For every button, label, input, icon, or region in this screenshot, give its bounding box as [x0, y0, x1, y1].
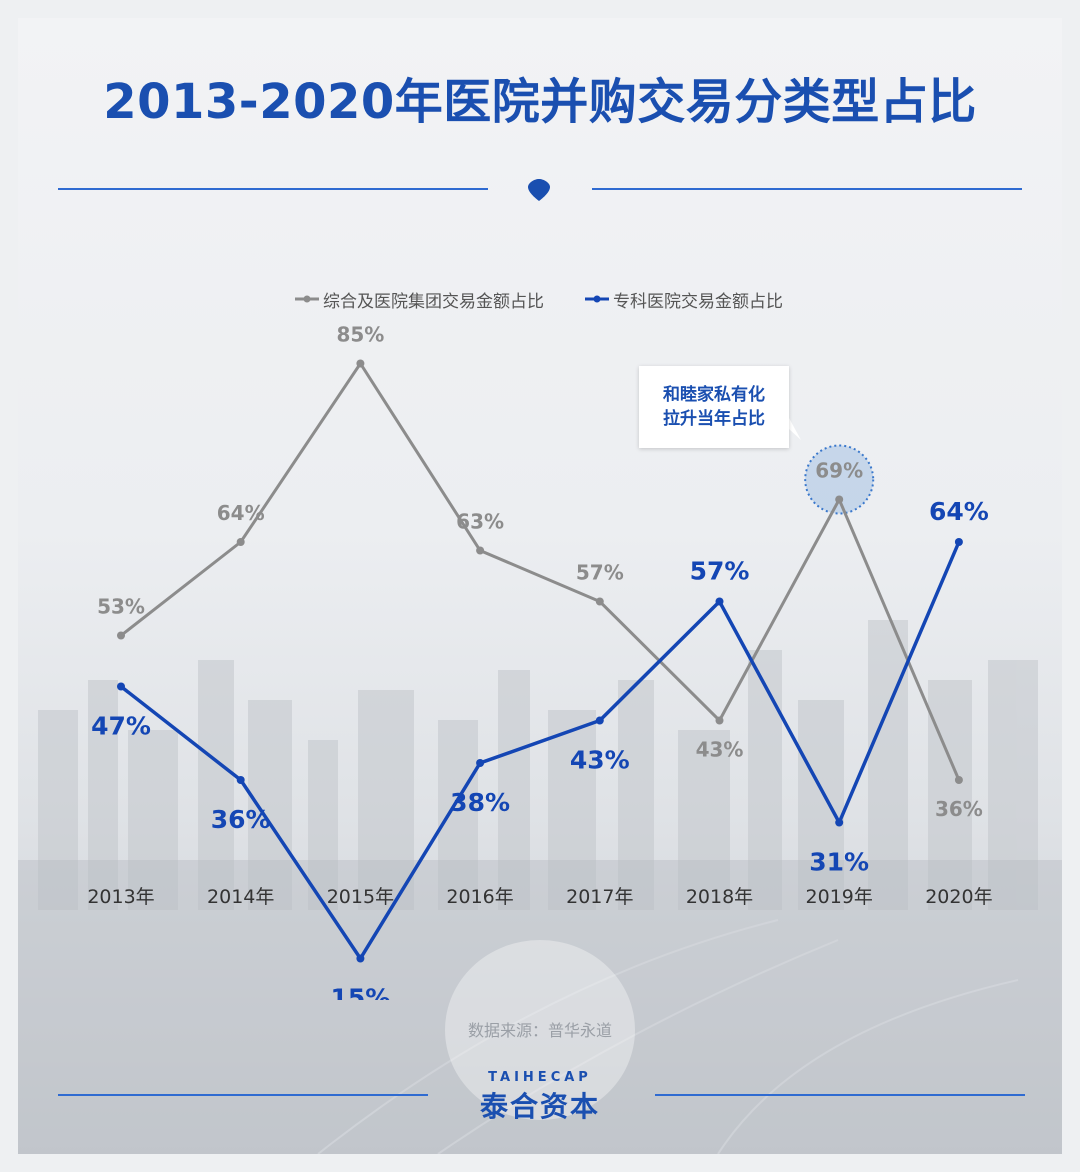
- legend-marker-gray: [295, 295, 319, 303]
- data-label-blue-5: 57%: [690, 557, 750, 586]
- x-tick-label-7: 2020年: [925, 886, 992, 908]
- footer-divider-right: [655, 1094, 1025, 1096]
- data-label-blue-1: 36%: [211, 805, 271, 834]
- chart-title: 2013-2020年医院并购交易分类型占比: [103, 74, 977, 130]
- data-point-gray-5: [715, 716, 724, 725]
- data-point-gray-3: [476, 546, 485, 555]
- data-point-gray-6: [835, 495, 844, 504]
- data-point-gray-2: [356, 359, 365, 368]
- data-label-gray-4: 57%: [576, 561, 624, 585]
- data-label-blue-7: 64%: [929, 497, 989, 526]
- data-point-gray-1: [236, 538, 245, 546]
- annotation-highlight-circle: [804, 444, 875, 515]
- footer-divider-left: [58, 1094, 428, 1096]
- city-skyline-background: [18, 620, 1062, 1154]
- legend-label-gray: 综合及医院集团交易金额占比: [323, 291, 544, 312]
- data-label-gray-6: 69%: [815, 459, 863, 483]
- brand-name-en: TAIHECAP: [488, 1070, 592, 1085]
- data-label-blue-6: 31%: [809, 848, 869, 877]
- data-point-blue-0: [117, 682, 125, 691]
- data-point-blue-7: [954, 538, 963, 546]
- data-point-blue-3: [476, 759, 485, 767]
- data-label-blue-4: 43%: [570, 746, 630, 775]
- data-point-gray-7: [954, 776, 963, 784]
- x-tick-label-6: 2019年: [806, 886, 873, 908]
- title-divider-right: [592, 188, 1022, 190]
- data-label-gray-0: 53%: [97, 595, 145, 619]
- legend-item-blue: 专科医院交易金额占比: [585, 287, 783, 312]
- line-chart: 53% 64% 85% 63% 57% 43% 69% 36% 47% 36% 15% 38% 43% 5…: [87, 323, 992, 1001]
- x-tick-label-2: 2015年: [327, 886, 394, 908]
- data-label-blue-0: 47%: [91, 712, 151, 741]
- title-divider-left: [58, 188, 488, 190]
- data-label-gray-5: 43%: [696, 738, 744, 762]
- data-point-blue-1: [236, 776, 245, 784]
- data-point-blue-5: [715, 597, 724, 606]
- annotation-callout: 和睦家私有化 拉升当年占比: [639, 366, 789, 448]
- data-label-gray-7: 36%: [935, 797, 983, 821]
- data-source: 数据来源：普华永道: [467, 1021, 612, 1040]
- legend-item-gray: 综合及医院集团交易金额占比: [295, 287, 544, 312]
- x-tick-label-5: 2018年: [686, 886, 753, 908]
- brand-name-cn: 泰合资本: [479, 1090, 600, 1123]
- series-line-gray: [120, 360, 961, 781]
- shield-icon: [528, 179, 550, 201]
- x-tick-label-0: 2013年: [87, 886, 154, 908]
- annotation-line-2: 拉升当年占比: [663, 409, 765, 429]
- data-point-gray-0: [117, 631, 125, 640]
- data-point-blue-4: [595, 716, 604, 725]
- data-point-blue-2: [356, 954, 365, 963]
- data-label-blue-3: 38%: [450, 788, 510, 817]
- data-point-blue-6: [835, 818, 844, 827]
- data-label-gray-2: 85%: [336, 323, 384, 347]
- x-tick-label-3: 2016年: [446, 886, 513, 908]
- x-tick-label-4: 2017年: [566, 886, 633, 908]
- annotation-line-1: 和睦家私有化: [663, 385, 765, 405]
- x-tick-label-1: 2014年: [207, 886, 274, 908]
- series-line-blue: [119, 541, 961, 962]
- data-label-blue-2: 15%: [330, 984, 390, 1001]
- background-frame: [18, 18, 1062, 1154]
- legend-marker-blue: [585, 295, 609, 303]
- legend-label-blue: 专科医院交易金额占比: [613, 291, 783, 312]
- data-point-gray-4: [595, 597, 604, 606]
- data-label-gray-3: 63%: [456, 510, 504, 534]
- data-label-gray-1: 64%: [217, 501, 265, 525]
